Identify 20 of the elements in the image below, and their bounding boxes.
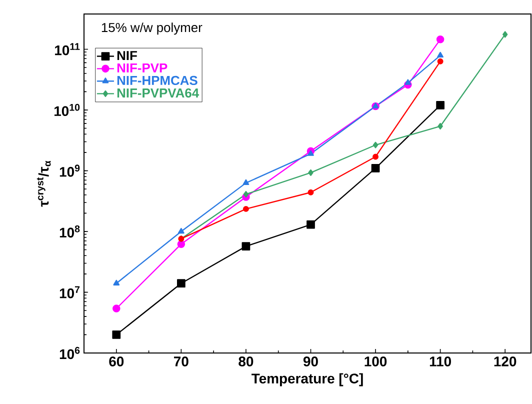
x-axis-title: Temperature [°C] [252, 373, 363, 386]
y-tick-label: 10$^{9}$ [60, 164, 80, 177]
x-tick-label: 80 [238, 356, 254, 366]
annotation: 15% w/w polymer [102, 22, 202, 35]
x-tick-label: 100 [364, 356, 387, 366]
legend-label: NIF [117, 51, 137, 60]
y-axis-title: τ$^{cryst}$/τ$_{α}$ [36, 160, 51, 207]
x-tick-label: 120 [494, 356, 516, 366]
y-tick-label: 10$^{11}$ [55, 43, 80, 56]
y-tick-label: 10$^{6}$ [60, 346, 80, 360]
legend-label: NIF-PVP [117, 63, 168, 72]
y-tick-label: 10$^{8}$ [60, 225, 80, 238]
y-tick-label: 10$^{7}$ [60, 286, 80, 298]
legend-label: NIF-PVPVA64 [117, 88, 200, 98]
x-tick-label: 110 [430, 356, 451, 366]
x-tick-label: 90 [303, 356, 318, 366]
x-tick-label: 60 [109, 356, 124, 366]
x-tick-label: 70 [174, 356, 188, 366]
legend-label: NIF-HPMCAS [117, 76, 198, 86]
y-tick-label: 10$^{10}$ [54, 104, 80, 116]
